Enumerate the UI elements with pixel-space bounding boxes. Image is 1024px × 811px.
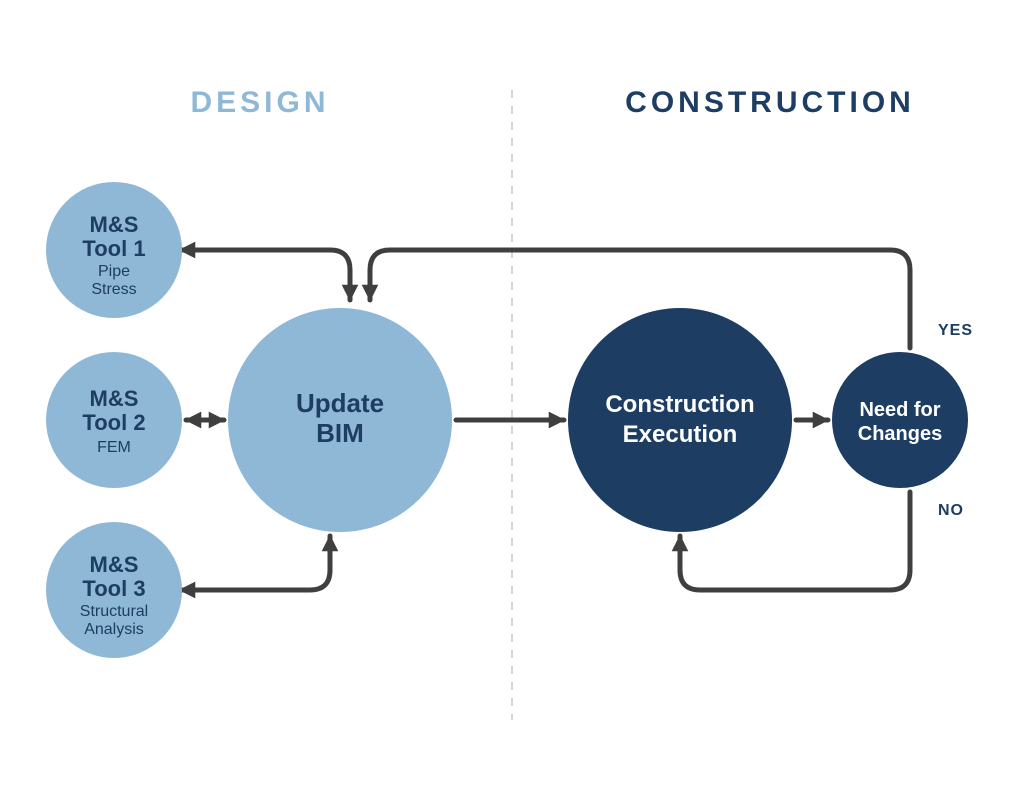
node-tool3: M&STool 3 StructuralAnalysis: [46, 522, 182, 658]
node-title-update_bim-line0: Update: [296, 388, 384, 418]
node-subtitle-tool1-line1: Stress: [91, 281, 136, 298]
node-title-construction_exec-line1: Execution: [623, 421, 738, 448]
node-title-tool3-line1: Tool 3: [82, 576, 145, 601]
node-title-construction_exec-line0: Construction: [605, 391, 754, 418]
edge-label-need_no_to_construction: NO: [938, 502, 964, 519]
section-header-construction: CONSTRUCTION: [625, 86, 915, 119]
node-update_bim: UpdateBIM: [228, 308, 452, 532]
node-construction_exec: Construction Execution: [568, 308, 792, 532]
node-title-tool1-line0: M&S: [90, 212, 139, 237]
node-title-tool2-line1: Tool 2: [82, 410, 145, 435]
edge-label-need_yes_to_bim: YES: [938, 322, 973, 339]
section-header-design: DESIGN: [190, 86, 329, 119]
node-title-tool3-line0: M&S: [90, 552, 139, 577]
node-title-need_changes-line1: Changes: [858, 423, 942, 445]
node-title-need_changes-line0: Need for: [859, 399, 940, 421]
node-subtitle-tool3-line0: Structural: [80, 603, 148, 620]
node-subtitle-tool1-line0: Pipe: [98, 263, 130, 280]
node-tool1: M&STool 1 PipeStress: [46, 182, 182, 318]
node-subtitle-tool3-line1: Analysis: [84, 621, 144, 638]
node-need_changes: Need forChanges: [832, 352, 968, 488]
node-circle-construction_exec: [568, 308, 792, 532]
node-tool2: M&STool 2 FEM: [46, 352, 182, 488]
flowchart-canvas: DESIGNCONSTRUCTIONNOYESM&STool 1PipeStre…: [0, 0, 1024, 811]
node-title-update_bim-line1: BIM: [316, 418, 364, 448]
node-title-tool1-line1: Tool 1: [82, 236, 145, 261]
node-subtitle-tool2-line0: FEM: [97, 439, 131, 456]
node-title-tool2-line0: M&S: [90, 386, 139, 411]
